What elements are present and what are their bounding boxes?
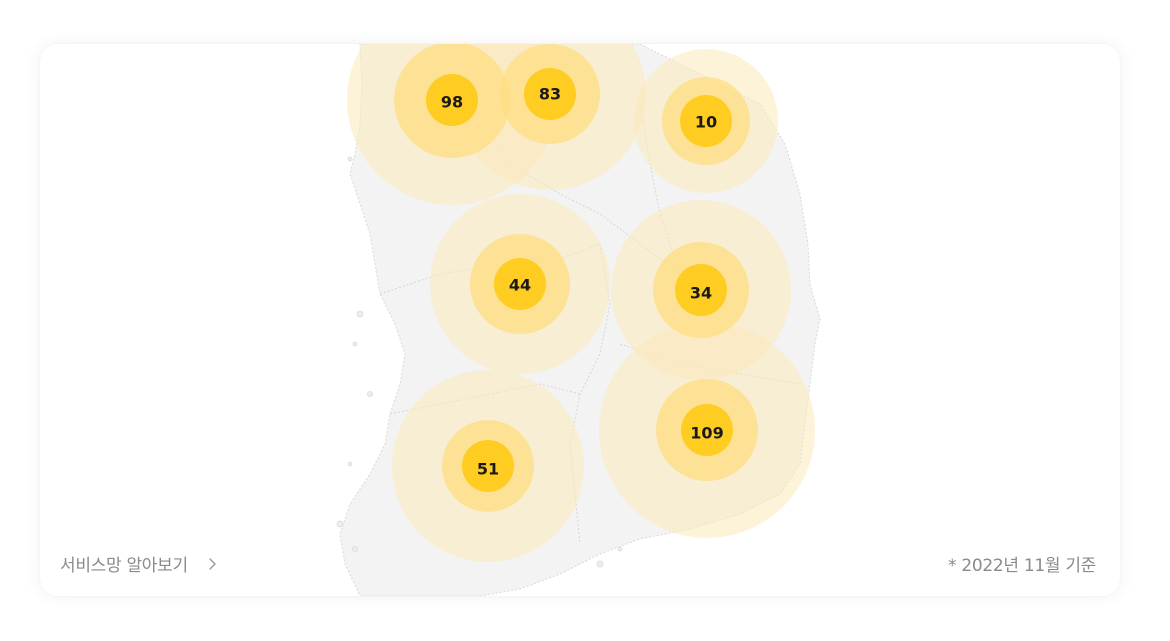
- marker-98-core[interactable]: [426, 74, 478, 126]
- marker-10-core[interactable]: [680, 95, 732, 147]
- marker-109-count: 109: [690, 424, 723, 443]
- service-link-label: 서비스망 알아보기: [60, 555, 188, 576]
- marker-34-count: 34: [690, 284, 712, 303]
- marker-51-count: 51: [477, 460, 499, 479]
- marker-10-count: 10: [695, 113, 717, 132]
- marker-98-count: 98: [441, 93, 463, 112]
- service-network-link[interactable]: 서비스망 알아보기: [60, 549, 218, 577]
- marker-34-core[interactable]: [675, 264, 727, 316]
- marker-109-core[interactable]: [681, 404, 733, 456]
- service-network-card: 98 83 10 44 34 109 51 서비스망 알아보기 * 2022년 …: [40, 44, 1120, 596]
- marker-44-count: 44: [509, 276, 531, 295]
- marker-cores: [426, 68, 733, 492]
- marker-51-core[interactable]: [462, 440, 514, 492]
- chevron-right-icon: [208, 556, 218, 570]
- korea-service-map: 98 83 10 44 34 109 51: [336, 44, 821, 596]
- marker-labels: 98 83 10 44 34 109 51: [441, 85, 724, 479]
- data-basis-note: * 2022년 11월 기준: [948, 555, 1096, 576]
- marker-83-core[interactable]: [524, 68, 576, 120]
- marker-44-core[interactable]: [494, 258, 546, 310]
- marker-83-count: 83: [539, 85, 561, 104]
